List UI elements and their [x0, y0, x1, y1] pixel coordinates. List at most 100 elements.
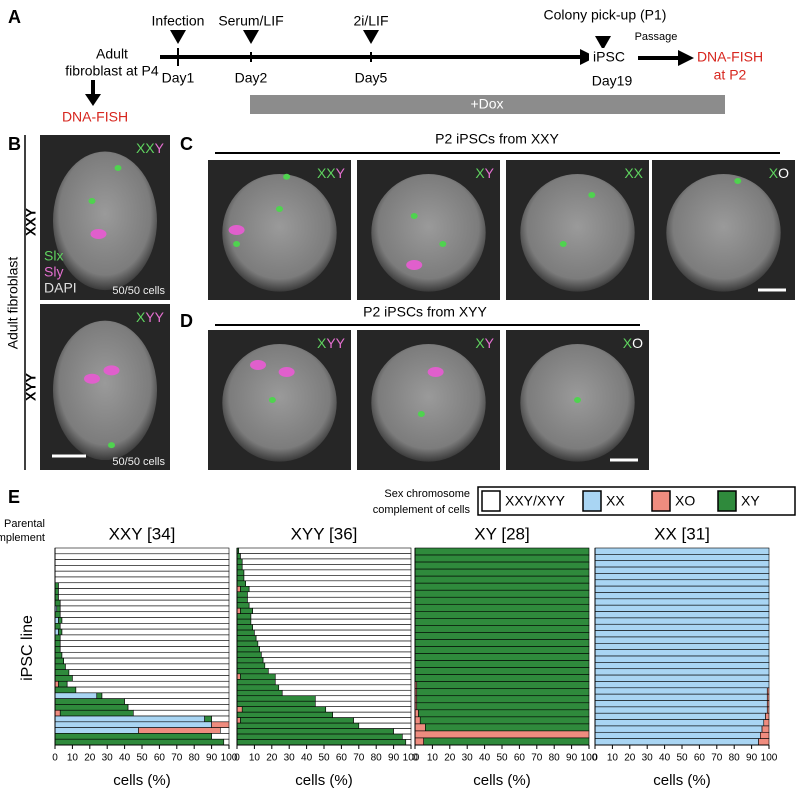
genotype-part: XX	[624, 165, 643, 181]
bar-segment	[274, 673, 412, 680]
parental-label: Parental	[4, 518, 45, 530]
bar-segment	[236, 717, 241, 724]
event-label: 2i/LIF	[353, 13, 388, 29]
x-tick-label: 60	[336, 753, 348, 764]
bar-segment	[211, 715, 230, 723]
genotype-label: XX	[624, 165, 643, 181]
x-tick-label: 70	[171, 753, 183, 764]
bar-segment	[401, 733, 412, 740]
bar-segment	[54, 553, 230, 560]
end-label: at P2	[714, 67, 747, 83]
bar-segment	[236, 618, 252, 625]
chart-title: XY [28]	[474, 524, 529, 543]
bar-segment	[594, 674, 770, 682]
x-tick-label: 40	[479, 753, 491, 764]
x-tick-label: 40	[301, 753, 313, 764]
genotype-label: XYY	[136, 309, 165, 325]
bar-segment	[238, 547, 412, 554]
x-tick-label: 70	[711, 753, 723, 764]
bar-segment	[75, 686, 230, 694]
bar-segment	[211, 721, 230, 728]
bar-segment	[65, 663, 230, 670]
sly-spot	[228, 225, 245, 235]
bar-segment	[594, 598, 770, 606]
bar-segment	[594, 693, 768, 701]
bar-segment	[63, 657, 230, 665]
legend-title: Sex chromosome	[384, 488, 470, 500]
nucleus	[520, 174, 635, 292]
genotype-part: X	[317, 335, 327, 351]
genotype-label: XO	[769, 165, 789, 181]
x-tick-label: 60	[694, 753, 706, 764]
bar-segment	[594, 560, 770, 568]
event-marker	[595, 36, 611, 50]
bar-segment	[236, 646, 260, 653]
bar-segment	[236, 679, 276, 686]
x-tick-label: 100	[221, 753, 238, 764]
bar-segment	[68, 669, 230, 676]
probe-label: Sly	[44, 264, 63, 280]
bar-segment	[414, 554, 590, 563]
bar-segment	[243, 569, 412, 576]
bar-segment	[594, 573, 770, 581]
bar-segment	[72, 675, 230, 682]
day-label: Day19	[592, 73, 633, 89]
genotype-part: X	[136, 309, 146, 325]
bar-segment	[236, 624, 253, 631]
bar-segment	[236, 733, 403, 740]
x-tick-label: 60	[514, 753, 526, 764]
bar-segment	[594, 604, 770, 612]
x-tick-label: 80	[189, 753, 201, 764]
bar-segment	[325, 706, 412, 713]
sly-spot	[406, 260, 423, 270]
bar-segment	[236, 591, 248, 598]
genotype-label: XY	[475, 165, 494, 181]
bar-segment	[236, 586, 241, 593]
bar-segment	[59, 611, 230, 618]
bar-segment	[236, 706, 243, 713]
bar-segment	[54, 680, 59, 688]
x-tick-label: 0	[592, 753, 598, 764]
bar-segment	[204, 715, 212, 723]
x-tick-label: 80	[371, 753, 383, 764]
bar-segment	[250, 613, 412, 620]
event-label: Infection	[152, 13, 205, 29]
nucleus	[666, 174, 781, 292]
bar-segment	[54, 617, 59, 624]
x-tick-label: 80	[729, 753, 741, 764]
bar-segment	[419, 716, 590, 725]
arrowhead	[580, 49, 596, 65]
bar-segment	[594, 566, 770, 574]
stage-label: iPSC	[593, 49, 625, 65]
bar-segment	[247, 591, 412, 598]
bar-segment	[236, 684, 280, 691]
bar-segment	[236, 657, 264, 664]
bar-segment	[594, 585, 770, 593]
bar-segment	[759, 731, 770, 739]
x-tick-label: 0	[52, 753, 58, 764]
x-tick-label: 30	[462, 753, 474, 764]
dox-bar	[250, 95, 725, 114]
bar-segment	[211, 733, 230, 740]
slx-spot	[268, 397, 276, 403]
bar-segment	[241, 706, 327, 713]
event-marker	[243, 30, 259, 44]
bar-segment	[236, 613, 252, 620]
slx-spot	[417, 411, 425, 417]
x-tick-label: 70	[353, 753, 365, 764]
x-tick-label: 100	[403, 753, 420, 764]
event-label: Serum/LIF	[218, 13, 283, 29]
bar-segment	[414, 575, 590, 584]
bar-segment	[255, 635, 412, 642]
slx-spot	[114, 165, 122, 171]
legend-swatch	[582, 490, 602, 512]
bar-segment	[236, 553, 241, 560]
bar-segment	[54, 594, 59, 601]
bar-segment	[414, 639, 590, 647]
bar-segment	[594, 687, 768, 695]
bar-segment	[236, 640, 259, 647]
bar-segment	[414, 632, 590, 640]
bar-segment	[414, 568, 590, 577]
legend-swatch	[717, 490, 737, 512]
